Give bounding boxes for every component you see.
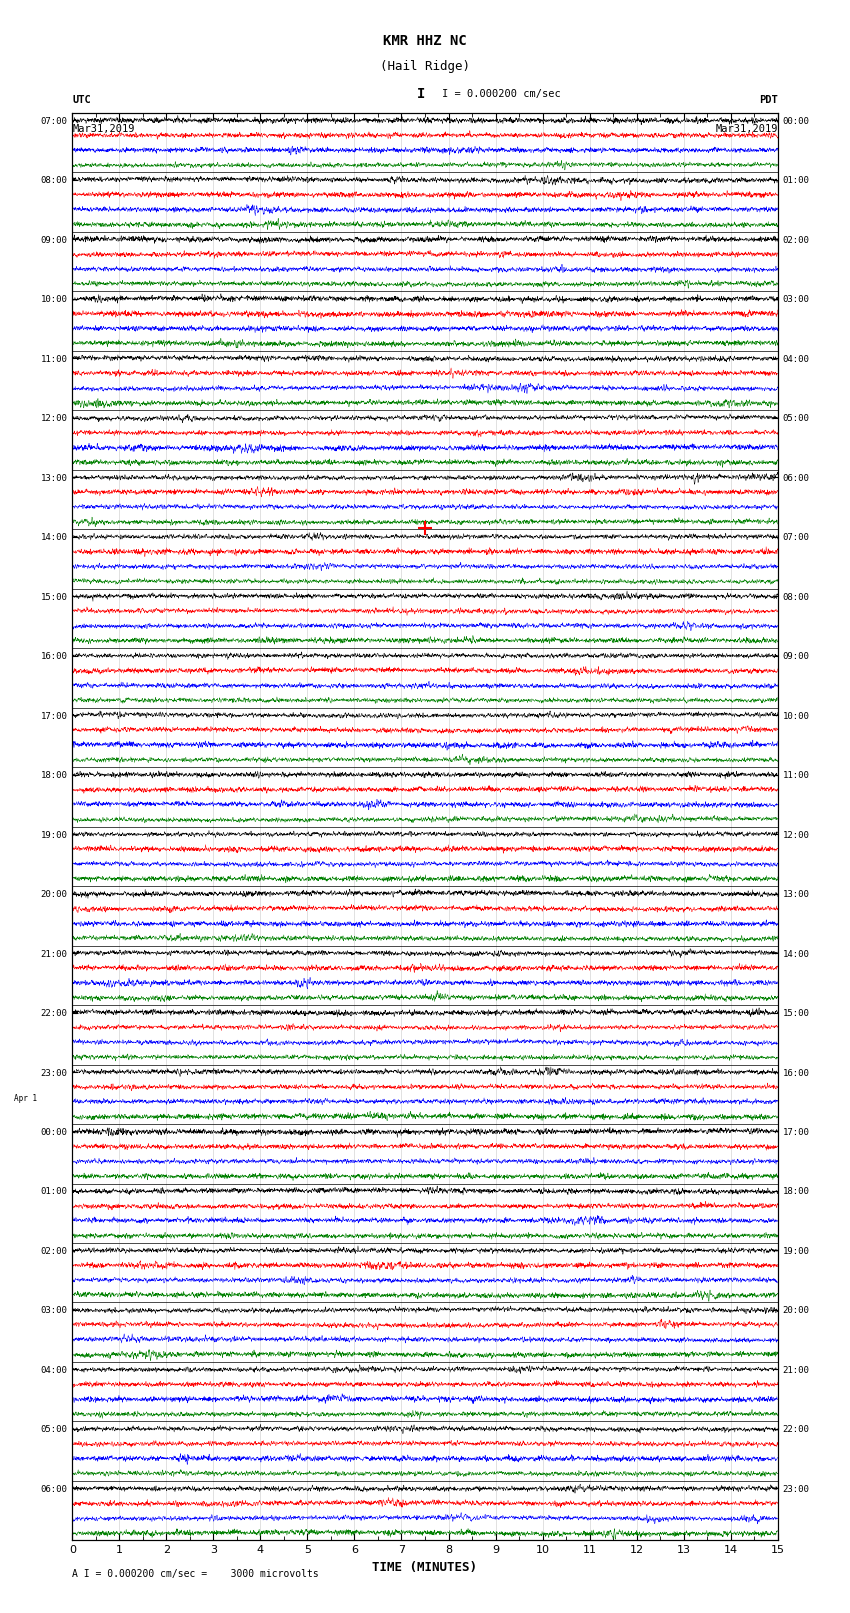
X-axis label: TIME (MINUTES): TIME (MINUTES) — [372, 1561, 478, 1574]
Text: UTC: UTC — [72, 95, 91, 105]
Text: KMR HHZ NC: KMR HHZ NC — [383, 34, 467, 48]
Text: Mar31,2019: Mar31,2019 — [72, 124, 135, 134]
Text: Mar31,2019: Mar31,2019 — [715, 124, 778, 134]
Text: Apr 1: Apr 1 — [14, 1094, 37, 1103]
Text: I: I — [416, 87, 425, 100]
Text: I = 0.000200 cm/sec: I = 0.000200 cm/sec — [442, 89, 561, 98]
Text: A I = 0.000200 cm/sec =    3000 microvolts: A I = 0.000200 cm/sec = 3000 microvolts — [72, 1569, 319, 1579]
Text: PDT: PDT — [759, 95, 778, 105]
Text: (Hail Ridge): (Hail Ridge) — [380, 60, 470, 73]
